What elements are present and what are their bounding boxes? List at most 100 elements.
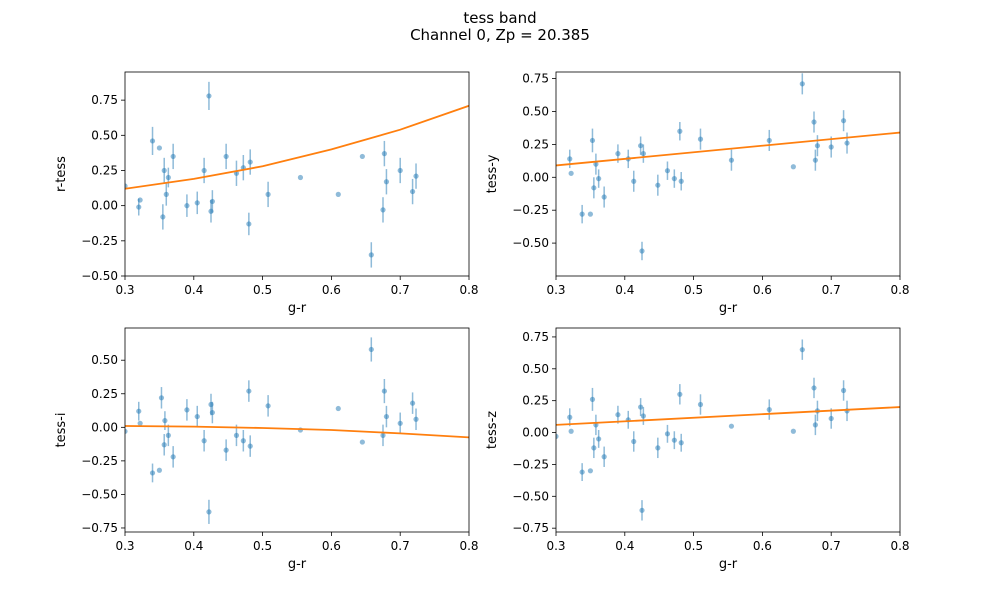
data-point [223, 447, 229, 453]
x-axis-label: g-r [288, 557, 307, 572]
data-point [149, 470, 156, 476]
data-point [165, 174, 171, 181]
data-point [137, 420, 143, 426]
data-point [601, 194, 607, 200]
data-point [125, 428, 128, 434]
y-tick-label: 0.25 [522, 137, 549, 151]
data-point [409, 400, 416, 406]
x-tick-label: 0.6 [322, 283, 341, 297]
axes-frame [124, 327, 470, 533]
fit-line [125, 104, 469, 190]
x-tick-label: 0.4 [615, 539, 634, 553]
x-tick-label: 0.8 [890, 283, 909, 297]
data-point [671, 176, 677, 182]
y-tick-label: 0.75 [522, 330, 549, 344]
fit-line [556, 131, 900, 167]
fit-line [556, 406, 900, 426]
data-point [149, 138, 156, 144]
data-point [812, 422, 818, 428]
data-point [209, 198, 215, 205]
y-axis-label: tess-i [54, 413, 69, 448]
y-axis-label: r-tess [54, 156, 69, 192]
data-point [601, 454, 607, 460]
data-point [383, 413, 390, 420]
y-axis-label: tess-y [485, 154, 500, 193]
data-point [579, 469, 585, 475]
data-point [397, 420, 403, 426]
data-point [638, 143, 644, 149]
data-point [631, 178, 637, 184]
data-layer [556, 339, 900, 521]
data-point [380, 432, 386, 438]
y-tick-label: 0.50 [522, 104, 549, 118]
x-tick-label: 0.3 [115, 283, 134, 297]
data-point [591, 445, 597, 451]
data-point [677, 391, 683, 397]
data-point [335, 191, 341, 197]
data-point [596, 436, 602, 442]
data-point [206, 509, 212, 515]
data-point [165, 432, 171, 438]
data-point [828, 415, 834, 422]
data-layer [125, 81, 469, 268]
data-point [223, 153, 229, 160]
data-point [766, 137, 772, 144]
data-point [589, 396, 596, 402]
data-point [567, 414, 573, 420]
x-tick-label: 0.4 [615, 283, 634, 297]
data-point [811, 119, 817, 125]
x-tick-label: 0.3 [546, 539, 565, 553]
data-point [615, 151, 621, 157]
data-point [297, 174, 304, 181]
data-point [678, 440, 684, 446]
data-point [246, 388, 252, 394]
data-point [615, 412, 621, 418]
y-tick-label: 0.50 [522, 362, 549, 376]
data-point [184, 407, 190, 413]
figure-subtitle: Channel 0, Zp = 20.385 [410, 26, 590, 44]
subplot-tess-z: 0.3 0.4 0.5 0.6 0.7 0.8 −0.75 −0.50 −0.25 0.00 0.2… [485, 327, 910, 572]
data-point [640, 413, 646, 419]
x-tick-label: 0.5 [253, 539, 272, 553]
x-tick-label: 0.8 [459, 283, 478, 297]
data-point [201, 167, 207, 174]
data-point [359, 439, 365, 445]
y-axis-label: tess-z [485, 411, 500, 449]
y-tick-label: −0.75 [81, 521, 118, 535]
y-tick-label: −0.50 [512, 236, 549, 250]
x-tick-label: 0.7 [822, 539, 841, 553]
y-tick-label: 0.25 [91, 163, 118, 177]
data-point [840, 118, 847, 124]
data-point [655, 445, 661, 451]
y-tick-label: 0.50 [91, 128, 118, 142]
data-point [206, 93, 212, 99]
y-tick-label: 0.50 [91, 353, 118, 367]
data-point [766, 407, 772, 413]
data-layer [125, 337, 469, 524]
x-tick-label: 0.8 [459, 539, 478, 553]
data-point [265, 403, 271, 409]
data-point [265, 191, 271, 197]
y-tick-label: −0.50 [81, 487, 118, 501]
data-point [728, 157, 735, 163]
data-point [799, 81, 805, 87]
x-axis-label: g-r [719, 301, 738, 316]
data-point [728, 423, 735, 429]
data-point [137, 197, 143, 203]
data-point [209, 409, 215, 416]
subplot-tess-i: 0.3 0.4 0.5 0.6 0.7 0.8 −0.75 −0.50 −0.25 0.00 0.2… [54, 327, 479, 572]
data-point [664, 168, 671, 174]
data-point [640, 151, 646, 157]
data-point [161, 442, 167, 448]
y-tick-label: −0.50 [81, 269, 118, 283]
x-tick-label: 0.8 [890, 539, 909, 553]
y-tick-label: −0.50 [512, 489, 549, 503]
data-point [567, 156, 573, 162]
axes-frame [555, 327, 901, 533]
axes-frame [124, 71, 470, 277]
data-point [359, 153, 365, 160]
data-point [162, 418, 168, 424]
y-tick-label: 0.25 [91, 387, 118, 401]
x-axis-label: g-r [719, 557, 738, 572]
